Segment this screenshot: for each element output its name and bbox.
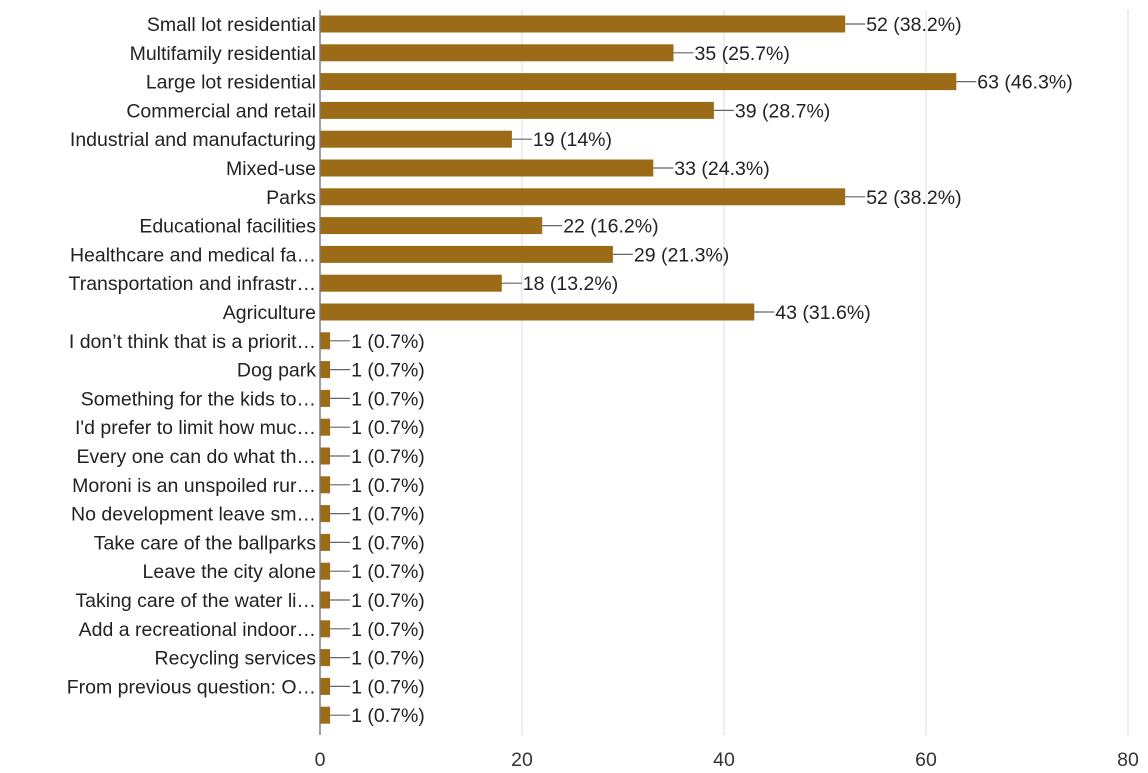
category-label: I'd prefer to limit how muc… xyxy=(75,417,316,439)
bar xyxy=(320,159,654,177)
value-label: 33 (24.3%) xyxy=(674,158,769,180)
bar xyxy=(320,533,331,551)
bar xyxy=(320,44,674,62)
category-label: Recycling services xyxy=(155,648,317,670)
value-label: 63 (46.3%) xyxy=(977,72,1072,94)
x-tick-label: 80 xyxy=(1117,749,1139,771)
category-label: Parks xyxy=(266,187,316,209)
category-label: Multifamily residential xyxy=(130,43,316,65)
bar xyxy=(320,188,846,206)
value-label: 19 (14%) xyxy=(533,129,612,151)
bar xyxy=(320,303,755,321)
bar xyxy=(320,418,331,436)
value-label: 39 (28.7%) xyxy=(735,100,830,122)
bar xyxy=(320,706,331,724)
value-label: 1 (0.7%) xyxy=(351,360,425,382)
category-label: Something for the kids to… xyxy=(81,388,316,410)
value-label: 1 (0.7%) xyxy=(351,504,425,526)
x-tick-label: 20 xyxy=(511,749,533,771)
category-label: Educational facilities xyxy=(139,216,316,238)
category-label: Mixed-use xyxy=(226,158,316,180)
category-label: Transportation and infrastr… xyxy=(69,273,316,295)
bars xyxy=(320,15,957,724)
value-label: 1 (0.7%) xyxy=(351,619,425,641)
bar xyxy=(320,73,957,91)
value-label: 1 (0.7%) xyxy=(351,590,425,612)
category-label: Dog park xyxy=(237,360,316,382)
value-label: 1 (0.7%) xyxy=(351,561,425,583)
bar xyxy=(320,389,331,407)
category-label: Healthcare and medical fa… xyxy=(70,244,316,266)
bar xyxy=(320,130,512,148)
category-label: Taking care of the water li… xyxy=(75,590,316,612)
category-label: Industrial and manufacturing xyxy=(70,129,316,151)
bar xyxy=(320,562,331,580)
value-label: 1 (0.7%) xyxy=(351,705,425,727)
value-label: 1 (0.7%) xyxy=(351,331,425,353)
bar xyxy=(320,274,502,292)
bar xyxy=(320,476,331,494)
value-label: 29 (21.3%) xyxy=(634,244,729,266)
value-label: 52 (38.2%) xyxy=(866,187,961,209)
value-label: 35 (25.7%) xyxy=(695,43,790,65)
category-label: I don’t think that is a priorit… xyxy=(69,331,316,353)
bar xyxy=(320,361,331,379)
x-tick-label: 0 xyxy=(315,749,326,771)
gridlines xyxy=(521,10,1129,735)
value-label: 22 (16.2%) xyxy=(563,216,658,238)
category-label: Add a recreational indoor… xyxy=(79,619,316,641)
bar xyxy=(320,591,331,609)
category-label: Commercial and retail xyxy=(126,100,316,122)
bar xyxy=(320,447,331,465)
bar xyxy=(320,101,714,119)
value-label: 1 (0.7%) xyxy=(351,446,425,468)
bar xyxy=(320,620,331,638)
category-labels: Small lot residential Multifamily residen… xyxy=(67,14,317,698)
bar xyxy=(320,332,331,350)
bar xyxy=(320,505,331,523)
x-tick-label: 40 xyxy=(713,749,735,771)
value-label: 1 (0.7%) xyxy=(351,648,425,670)
value-label: 52 (38.2%) xyxy=(866,14,961,36)
value-label: 43 (31.6%) xyxy=(775,302,870,324)
bar xyxy=(320,677,331,695)
bar xyxy=(320,15,846,33)
value-label: 1 (0.7%) xyxy=(351,532,425,554)
category-label: From previous question: O… xyxy=(67,676,316,698)
category-label: Leave the city alone xyxy=(143,561,316,583)
value-label: 1 (0.7%) xyxy=(351,475,425,497)
x-tick-label: 60 xyxy=(915,749,937,771)
category-label: Agriculture xyxy=(223,302,316,324)
category-label: Moroni is an unspoiled rur… xyxy=(72,475,316,497)
value-label: 1 (0.7%) xyxy=(351,676,425,698)
category-label: Take care of the ballparks xyxy=(94,532,316,554)
bar xyxy=(320,217,543,235)
category-label: Large lot residential xyxy=(146,72,316,94)
category-label: Small lot residential xyxy=(147,14,316,36)
bar xyxy=(320,649,331,667)
x-axis-ticks: 0 20 40 60 80 xyxy=(315,749,1139,771)
category-label: No development leave sm… xyxy=(71,504,316,526)
category-label: Every one can do what th… xyxy=(76,446,316,468)
value-label: 18 (13.2%) xyxy=(523,273,618,295)
bar xyxy=(320,245,613,263)
value-label: 1 (0.7%) xyxy=(351,388,425,410)
value-labels: 52 (38.2%) 35 (25.7%) 63 (46.3%) 39 (28.7%)… xyxy=(330,14,1073,727)
value-label: 1 (0.7%) xyxy=(351,417,425,439)
